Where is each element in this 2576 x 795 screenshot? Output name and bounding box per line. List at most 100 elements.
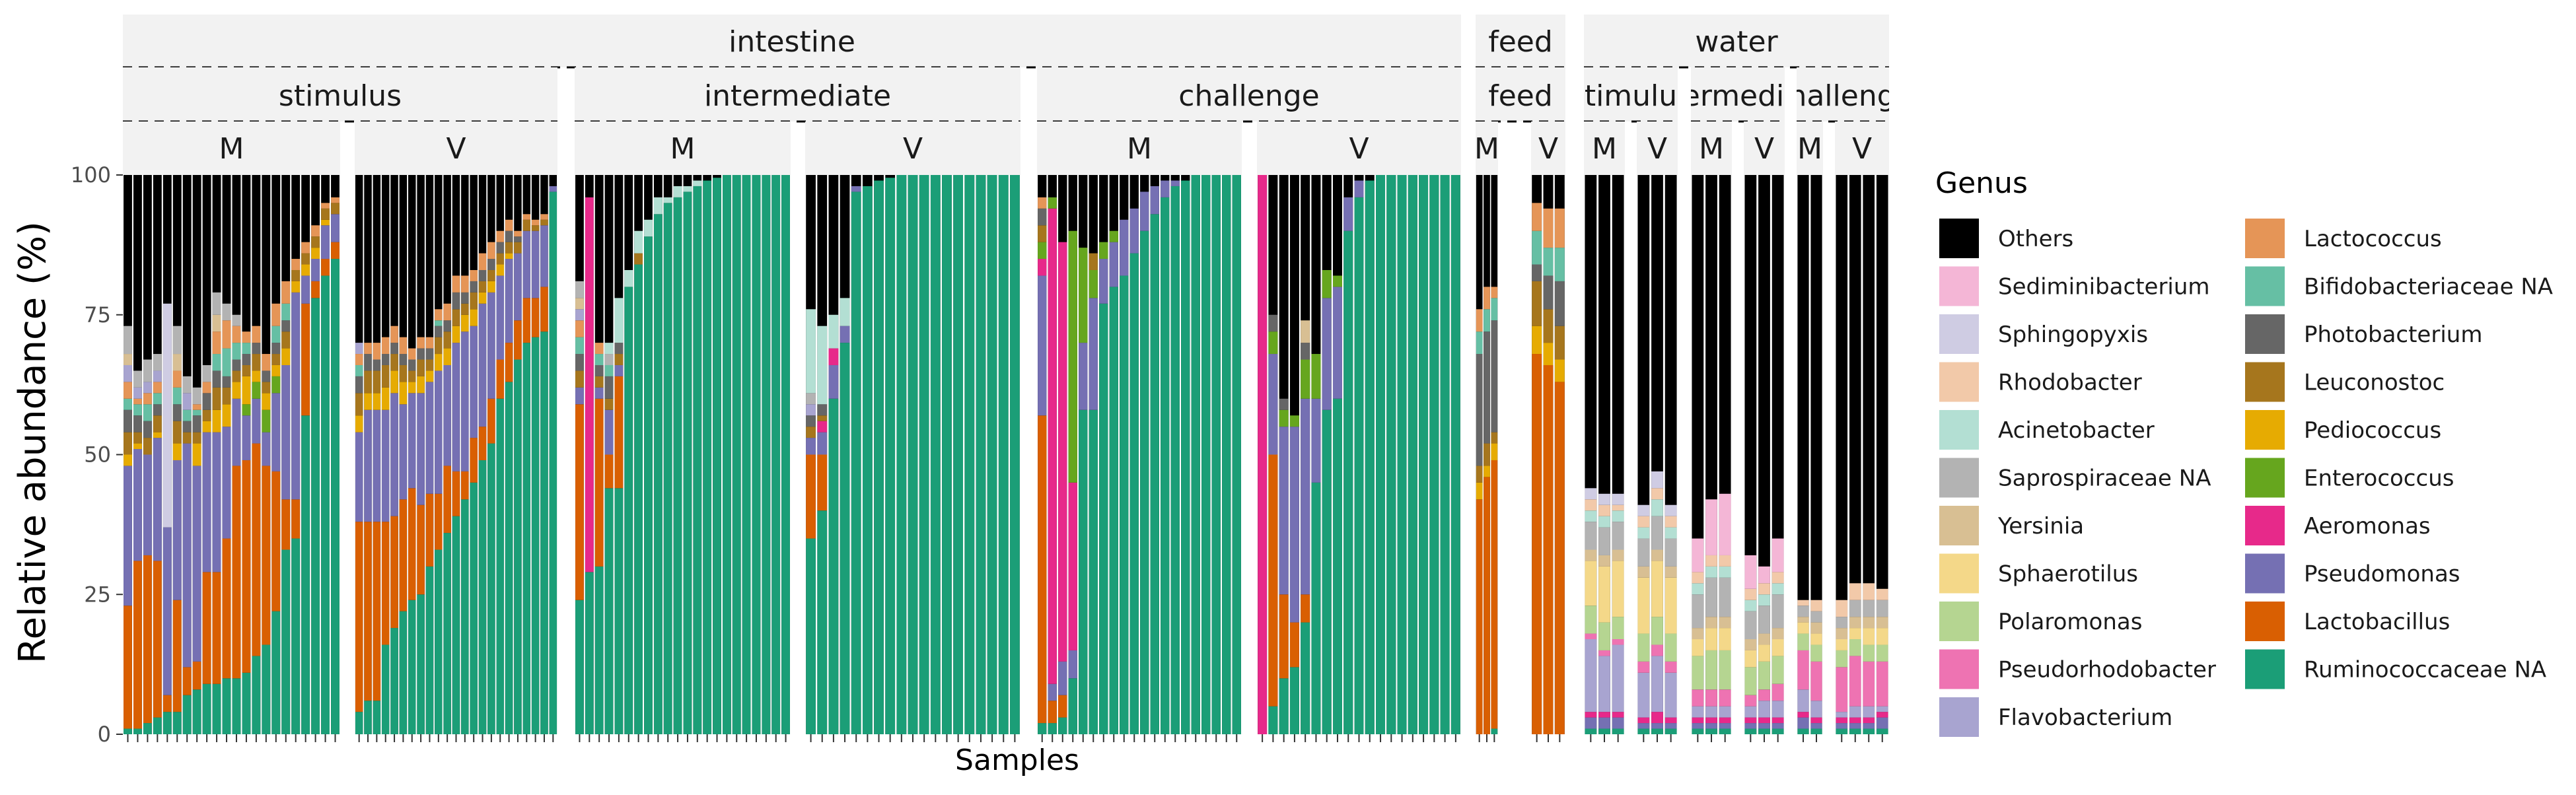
bar-segment [1476, 466, 1483, 483]
bar-segment [364, 370, 372, 394]
bar-segment [172, 354, 182, 371]
bar-segment [470, 269, 478, 281]
bar-segment [271, 611, 281, 734]
bar-segment [262, 382, 271, 394]
legend-key [1938, 265, 1980, 308]
strip-bottom-bg [1744, 121, 1785, 175]
bar-segment [1491, 443, 1498, 460]
bar-segment [381, 387, 390, 410]
bar-segment [222, 376, 231, 388]
bar-segment [443, 364, 451, 466]
strip-mid-label: stimulus [279, 79, 402, 113]
bar-segment [851, 191, 861, 734]
bar-segment [1744, 723, 1757, 729]
bar-segment [1099, 242, 1108, 259]
bar-segment [1637, 661, 1650, 673]
bar-segment [1048, 723, 1057, 734]
bar-segment [496, 275, 504, 360]
bar-segment [549, 186, 557, 192]
bar-segment [1484, 309, 1490, 332]
bar-segment [399, 611, 408, 734]
bar-segment [594, 354, 604, 365]
bar-segment [1120, 275, 1129, 735]
strip-mid-label: challenge [1772, 79, 1913, 113]
bar-segment [604, 488, 614, 734]
bar-segment [321, 259, 330, 276]
legend-key [2244, 217, 2286, 259]
legend-key [1938, 696, 1980, 738]
bar-segment [232, 398, 241, 466]
bar-segment [1651, 549, 1663, 561]
bar-segment [355, 343, 363, 355]
bar-segment [514, 242, 522, 254]
bar-segment [1068, 230, 1077, 483]
legend-title: Genus [1935, 166, 2028, 200]
bar-segment [1301, 622, 1310, 734]
bar-segment [540, 225, 548, 287]
bar-segment [271, 326, 281, 343]
bar-segment [172, 387, 182, 405]
bar-segment [531, 298, 540, 337]
bar-segment [1038, 225, 1047, 242]
bar-segment [311, 225, 320, 237]
bar-segment [153, 393, 162, 405]
legend-key [2244, 361, 2286, 403]
y-axis: 0 25 50 75 100 [71, 162, 123, 747]
bar-segment [1612, 561, 1624, 617]
bar-segment [1849, 656, 1861, 707]
bar-segment [222, 427, 231, 539]
bar-segment [1719, 728, 1731, 734]
legend-label: Aeromonas [2304, 513, 2431, 539]
bar-segment [1598, 527, 1610, 555]
bar-segment [1129, 208, 1139, 254]
bar-segment [496, 230, 504, 242]
bar-segment [1876, 617, 1888, 629]
bar-segment [281, 364, 291, 500]
bar-segment [1201, 175, 1211, 734]
bar-segment [252, 382, 261, 399]
bar-segment [1810, 644, 1822, 662]
bar-segment [1322, 409, 1332, 734]
bar-segment [1637, 538, 1650, 567]
bar-segment [281, 348, 291, 365]
strip-bottom-label: M [1474, 132, 1499, 166]
bar-segment [153, 717, 162, 734]
strip-mid-bg [1584, 67, 1678, 121]
bar-segment [1758, 689, 1770, 701]
legend-label: Enterococcus [2304, 466, 2454, 492]
y-tick-label: 75 [84, 302, 111, 328]
bar-segment [381, 364, 390, 388]
bar-segment [1585, 510, 1597, 522]
legend-key [2244, 456, 2286, 499]
panel [575, 175, 790, 742]
bar-segment [1758, 583, 1770, 595]
bar-segment [487, 292, 495, 399]
bar-segment [1637, 633, 1650, 662]
bar-segment [634, 230, 643, 254]
bar-segment [1491, 460, 1498, 729]
panel [1637, 175, 1677, 742]
bar-segment [1161, 180, 1170, 197]
bar-segment [133, 561, 142, 729]
bar-segment [1744, 695, 1757, 707]
bar-segment [1279, 427, 1289, 595]
bar-segment [817, 510, 828, 734]
bar-segment [514, 253, 522, 321]
bar-segment [1692, 723, 1704, 729]
bar-segment [1598, 493, 1610, 505]
bar-segment [373, 393, 381, 410]
bar-segment [331, 214, 340, 242]
bar-segment [1849, 628, 1861, 640]
bar-segment [1664, 633, 1677, 662]
bar-segment [604, 409, 614, 455]
bar-segment [663, 203, 672, 735]
legend-key [2244, 552, 2286, 595]
bar-segment [1637, 527, 1650, 539]
bar-segment [1771, 728, 1784, 734]
bar-segment [1543, 248, 1554, 276]
bar-segment [133, 449, 142, 561]
bar-segment [262, 393, 271, 410]
legend-label: Lactococcus [2304, 226, 2442, 252]
bar-segment [505, 253, 513, 259]
bar-segment [124, 728, 132, 734]
